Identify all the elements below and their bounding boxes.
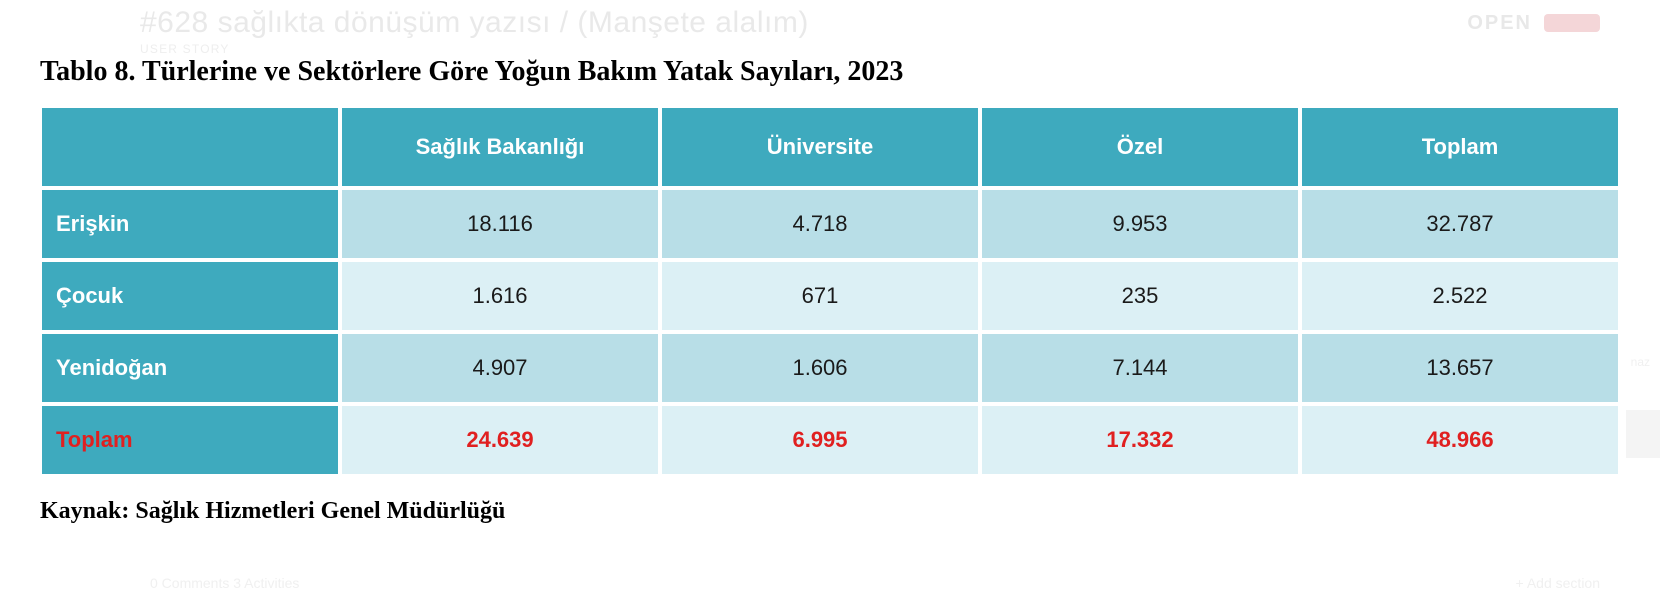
ghost-issue-type: USER STORY — [140, 42, 230, 56]
cell-total: 17.332 — [980, 404, 1300, 476]
cell: 1.606 — [660, 332, 980, 404]
cell-total: 48.966 — [1300, 404, 1620, 476]
table-row: Çocuk 1.616 671 235 2.522 — [40, 260, 1620, 332]
table-header-col4: Toplam — [1300, 106, 1620, 188]
ghost-open-label: OPEN — [1467, 12, 1532, 35]
cell-total: 6.995 — [660, 404, 980, 476]
document-content: Tablo 8. Türlerine ve Sektörlere Göre Yo… — [40, 56, 1620, 525]
ghost-add-section: + Add section — [1516, 575, 1600, 591]
table-row-total: Toplam 24.639 6.995 17.332 48.966 — [40, 404, 1620, 476]
row-label-total: Toplam — [40, 404, 340, 476]
cell: 32.787 — [1300, 188, 1620, 260]
ghost-comments-activities: 0 Comments 3 Activities — [150, 575, 299, 591]
table-header-col1: Sağlık Bakanlığı — [340, 106, 660, 188]
ghost-open-badge — [1544, 14, 1600, 32]
row-label: Erişkin — [40, 188, 340, 260]
cell: 671 — [660, 260, 980, 332]
row-label: Yenidoğan — [40, 332, 340, 404]
table-row: Yenidoğan 4.907 1.606 7.144 13.657 — [40, 332, 1620, 404]
ghost-issue-title: #628 sağlıkta dönüşüm yazısı / (Manşete … — [140, 6, 809, 40]
cell: 1.616 — [340, 260, 660, 332]
table-header-col2: Üniversite — [660, 106, 980, 188]
table-header-blank — [40, 106, 340, 188]
table-source: Kaynak: Sağlık Hizmetleri Genel Müdürlüğ… — [40, 498, 1620, 525]
ghost-right-strip — [1626, 410, 1660, 458]
row-label: Çocuk — [40, 260, 340, 332]
cell: 4.718 — [660, 188, 980, 260]
table-title: Tablo 8. Türlerine ve Sektörlere Göre Yo… — [40, 56, 1620, 88]
table-header-row: Sağlık Bakanlığı Üniversite Özel Toplam — [40, 106, 1620, 188]
table-header-col3: Özel — [980, 106, 1300, 188]
cell-total: 24.639 — [340, 404, 660, 476]
ghost-right-label: naz — [1631, 355, 1650, 369]
cell: 18.116 — [340, 188, 660, 260]
icu-beds-table: Sağlık Bakanlığı Üniversite Özel Toplam … — [40, 106, 1620, 476]
cell: 2.522 — [1300, 260, 1620, 332]
cell: 4.907 — [340, 332, 660, 404]
cell: 9.953 — [980, 188, 1300, 260]
cell: 13.657 — [1300, 332, 1620, 404]
cell: 7.144 — [980, 332, 1300, 404]
table-row: Erişkin 18.116 4.718 9.953 32.787 — [40, 188, 1620, 260]
cell: 235 — [980, 260, 1300, 332]
